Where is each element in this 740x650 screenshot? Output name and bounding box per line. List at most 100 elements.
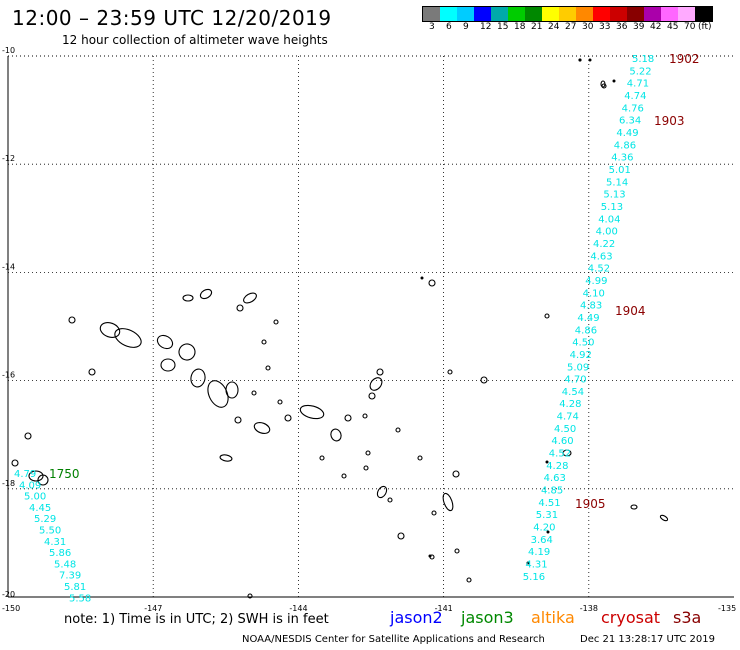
island-outline: [428, 279, 436, 287]
island-outline: [178, 343, 196, 361]
island-dot: [578, 58, 582, 62]
island-outline: [219, 454, 233, 462]
island-outline: [330, 428, 342, 442]
island-outline: [273, 319, 279, 325]
island-outline: [417, 455, 423, 461]
lon-label: -141: [435, 604, 453, 613]
lat-label: -10: [2, 46, 15, 55]
island-outline: [207, 380, 229, 408]
scale-label: 45: [667, 22, 679, 32]
swh-value: 4.99: [585, 276, 607, 287]
lon-label: -144: [289, 604, 307, 613]
credit-line: NOAA/NESDIS Center for Satellite Applica…: [242, 634, 545, 645]
footer-note: note: 1) Time is in UTC; 2) SWH is in fe…: [64, 612, 329, 627]
island-outline: [431, 510, 437, 516]
scale-swatch-8: [559, 7, 576, 21]
island-outline: [376, 485, 388, 499]
island-outline: [251, 390, 257, 396]
wave-height-color-scale: [422, 6, 713, 22]
island-outline: [99, 322, 121, 338]
swh-value: 5.01: [609, 165, 631, 176]
swh-value: 4.31: [44, 537, 66, 548]
track-time-label: 1750: [49, 467, 80, 481]
island-outline: [11, 459, 19, 467]
swh-value: 3.64: [531, 535, 553, 546]
scale-label: 21: [531, 22, 543, 32]
island-outline: [452, 470, 460, 478]
swh-value: 5.58: [69, 593, 91, 604]
island-outline: [199, 288, 213, 300]
island-outline: [261, 339, 267, 345]
island-outline: [319, 455, 325, 461]
scale-swatch-15: [678, 7, 695, 21]
scale-swatch-2: [457, 7, 474, 21]
swh-value: 4.71: [627, 79, 649, 90]
swh-value: 5.13: [601, 202, 623, 213]
scale-label: 18: [514, 22, 526, 32]
swh-value: 5.16: [523, 572, 545, 583]
scale-swatch-5: [508, 7, 525, 21]
island-outline: [544, 313, 550, 319]
swh-value: 5.86: [49, 548, 71, 559]
satellite-altika: altika: [531, 608, 575, 627]
swh-value: 4.50: [572, 338, 594, 349]
island-outline: [190, 368, 206, 388]
swh-value: 5.48: [54, 559, 76, 570]
island-outline: [387, 497, 393, 503]
track-time-label: 1902: [669, 52, 700, 66]
scale-label: 9: [463, 22, 469, 32]
swh-value: 6.34: [619, 116, 641, 127]
satellite-s3a: s3a: [673, 608, 702, 627]
island-outline: [160, 358, 176, 372]
island-outline: [480, 376, 488, 384]
lon-label: -150: [2, 604, 20, 613]
scale-swatch-7: [542, 7, 559, 21]
swh-value: 4.49: [616, 128, 638, 139]
island-outline: [253, 422, 271, 434]
island-outline: [447, 369, 453, 375]
island-outline: [284, 414, 292, 422]
scale-swatch-0: [423, 7, 440, 21]
swh-value: 4.76: [622, 103, 644, 114]
island-outline: [362, 413, 368, 419]
swh-value: 4.51: [538, 498, 560, 509]
scale-swatch-10: [593, 7, 610, 21]
island-outline: [88, 368, 96, 376]
scale-swatch-6: [525, 7, 542, 21]
satellite-cryosat: cryosat: [601, 608, 661, 627]
island-outline: [114, 328, 142, 348]
island-outline: [341, 473, 347, 479]
swh-value: 4.92: [570, 350, 592, 361]
swh-value: 5.22: [629, 66, 651, 77]
island-outline: [363, 465, 369, 471]
swh-value: 4.74: [624, 91, 646, 102]
island-outline: [659, 514, 669, 522]
swh-value: 4.10: [583, 288, 605, 299]
swh-value: 5.29: [34, 514, 56, 525]
generation-timestamp: Dec 21 13:28:17 UTC 2019: [580, 634, 715, 645]
island-outline: [365, 450, 371, 456]
page-subtitle: 12 hour collection of altimeter wave hei…: [62, 33, 328, 47]
island-outline: [630, 504, 638, 510]
swh-value: 5.09: [567, 362, 589, 373]
swh-value: 4.28: [546, 461, 568, 472]
island-outline: [225, 381, 239, 399]
lon-label: -147: [144, 604, 162, 613]
island-dot: [526, 561, 530, 565]
swh-value: 4.50: [554, 424, 576, 435]
scale-label: 3: [429, 22, 435, 32]
scale-swatch-16: [695, 7, 712, 21]
swh-value: 4.00: [596, 227, 618, 238]
scale-label: 24: [548, 22, 560, 32]
scale-label: 42: [650, 22, 662, 32]
page-title: 12:00 – 23:59 UTC 12/20/2019: [12, 6, 332, 30]
swh-value: 4.86: [575, 325, 597, 336]
island-outline: [344, 414, 352, 422]
swh-value: 5.14: [606, 177, 628, 188]
scale-swatch-12: [627, 7, 644, 21]
swh-value: 5.13: [603, 190, 625, 201]
scale-label: 27: [565, 22, 577, 32]
track-time-label: 1903: [654, 114, 685, 128]
scale-swatch-4: [491, 7, 508, 21]
